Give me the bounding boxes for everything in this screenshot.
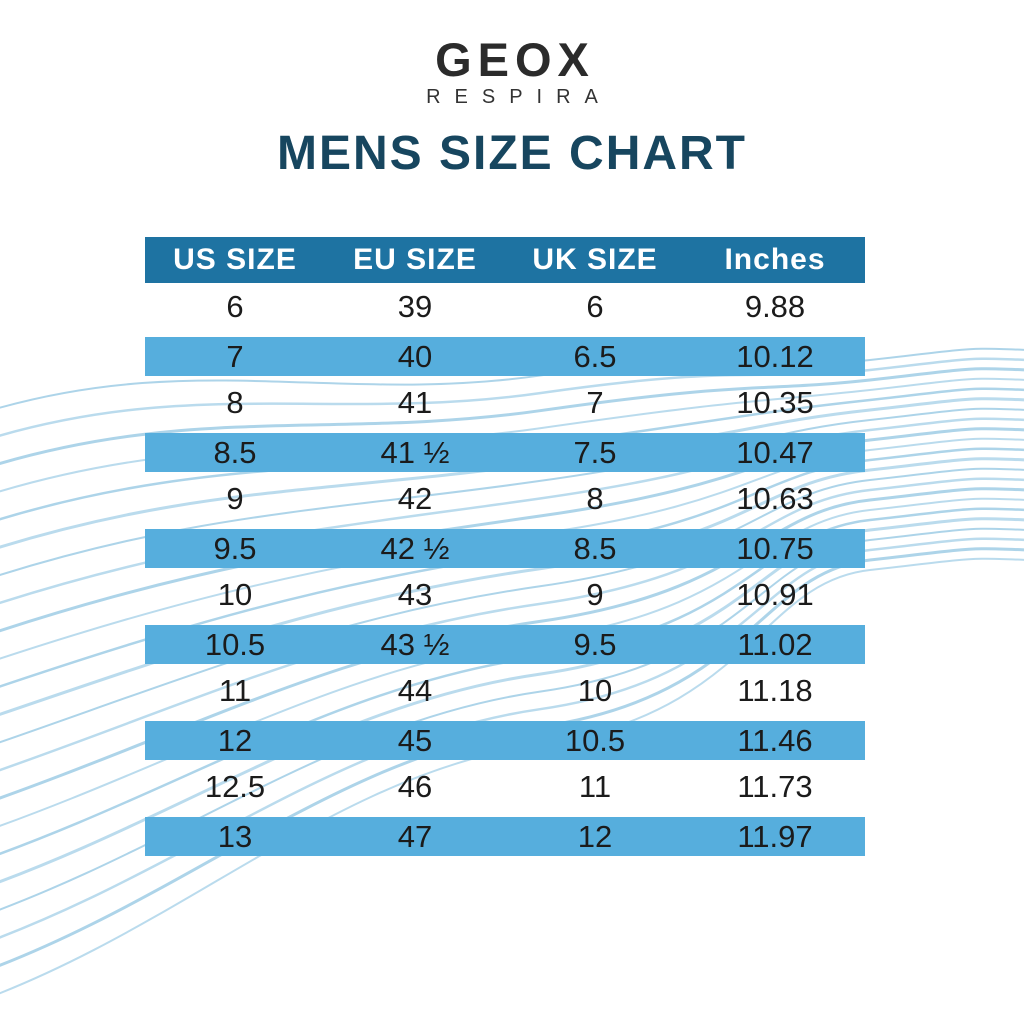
table-row: 7 40 6.5 10.12 <box>145 331 865 379</box>
table-cell: 12.5 <box>204 769 266 804</box>
table-row: 11 44 10 11.18 <box>145 667 865 715</box>
size-table-body: 6 39 6 9.88 7 40 6.5 10.12 8 41 7 10.35 8.5 41 ½ 7.5 10… <box>145 283 865 859</box>
table-cell: 10.63 <box>736 481 814 516</box>
table-cell: 10.12 <box>685 331 865 379</box>
table-cell: 8 <box>226 385 244 420</box>
table-cell: 44 <box>397 673 433 708</box>
size-table-header: US SIZE EU SIZE UK SIZE Inches <box>145 237 865 283</box>
table-cell: 7 <box>145 331 325 379</box>
table-row: 9.5 42 ½ 8.5 10.75 <box>145 523 865 571</box>
table-cell: 7.5 <box>505 427 685 475</box>
table-cell: 6 <box>226 289 244 324</box>
table-row: 10.5 43 ½ 9.5 11.02 <box>145 619 865 667</box>
table-cell: 9.5 <box>505 619 685 667</box>
table-cell: 10 <box>577 673 613 708</box>
table-cell: 9.5 <box>145 523 325 571</box>
table-cell: 10.5 <box>145 619 325 667</box>
table-cell: 10.75 <box>685 523 865 571</box>
table-cell: 43 <box>397 577 433 612</box>
table-cell: 8.5 <box>145 427 325 475</box>
table-row: 6 39 6 9.88 <box>145 283 865 331</box>
size-table-container: US SIZE EU SIZE UK SIZE Inches 6 39 6 9.88 7 40 6… <box>145 237 865 859</box>
table-cell: 9 <box>586 577 604 612</box>
table-cell: 10.91 <box>736 577 814 612</box>
table-cell: 10.35 <box>736 385 814 420</box>
column-header: US SIZE <box>145 237 325 283</box>
table-cell: 9.88 <box>744 289 806 324</box>
size-table: US SIZE EU SIZE UK SIZE Inches 6 39 6 9.88 7 40 6… <box>145 237 865 859</box>
table-row: 10 43 9 10.91 <box>145 571 865 619</box>
column-header: EU SIZE <box>325 237 505 283</box>
table-cell: 43 ½ <box>325 619 505 667</box>
table-row: 8.5 41 ½ 7.5 10.47 <box>145 427 865 475</box>
table-cell: 11.73 <box>737 769 813 804</box>
table-cell: 10.5 <box>505 715 685 763</box>
table-cell: 11.46 <box>685 715 865 763</box>
table-cell: 46 <box>397 769 433 804</box>
table-cell: 11.18 <box>737 673 813 708</box>
brand-tagline: RESPIRA <box>426 86 612 108</box>
table-row: 12 45 10.5 11.46 <box>145 715 865 763</box>
table-cell: 11 <box>218 673 252 708</box>
brand-name: GEOX <box>435 33 595 86</box>
page-title: MENS SIZE CHART <box>276 127 747 180</box>
table-cell: 6 <box>586 289 604 324</box>
table-cell: 7 <box>586 385 604 420</box>
column-header: Inches <box>685 237 865 283</box>
table-cell: 10 <box>217 577 253 612</box>
table-cell: 9 <box>226 481 244 516</box>
table-cell: 6.5 <box>505 331 685 379</box>
table-cell: 11.02 <box>685 619 865 667</box>
header-row: US SIZE EU SIZE UK SIZE Inches <box>145 237 865 283</box>
table-cell: 41 ½ <box>325 427 505 475</box>
table-cell: 42 <box>397 481 433 516</box>
table-cell: 45 <box>325 715 505 763</box>
table-cell: 42 ½ <box>325 523 505 571</box>
table-cell: 11.97 <box>685 811 865 859</box>
table-cell: 39 <box>397 289 433 324</box>
table-cell: 8 <box>586 481 604 516</box>
table-cell: 40 <box>325 331 505 379</box>
table-row: 12.5 46 11 11.73 <box>145 763 865 811</box>
table-row: 13 47 12 11.97 <box>145 811 865 859</box>
table-cell: 8.5 <box>505 523 685 571</box>
table-row: 9 42 8 10.63 <box>145 475 865 523</box>
table-row: 8 41 7 10.35 <box>145 379 865 427</box>
table-cell: 41 <box>397 385 433 420</box>
table-cell: 11 <box>578 769 612 804</box>
table-cell: 47 <box>325 811 505 859</box>
column-header: UK SIZE <box>505 237 685 283</box>
table-cell: 10.47 <box>685 427 865 475</box>
table-cell: 13 <box>145 811 325 859</box>
brand-logo: GEOX RESPIRA <box>0 36 1024 109</box>
table-cell: 12 <box>145 715 325 763</box>
table-cell: 12 <box>505 811 685 859</box>
